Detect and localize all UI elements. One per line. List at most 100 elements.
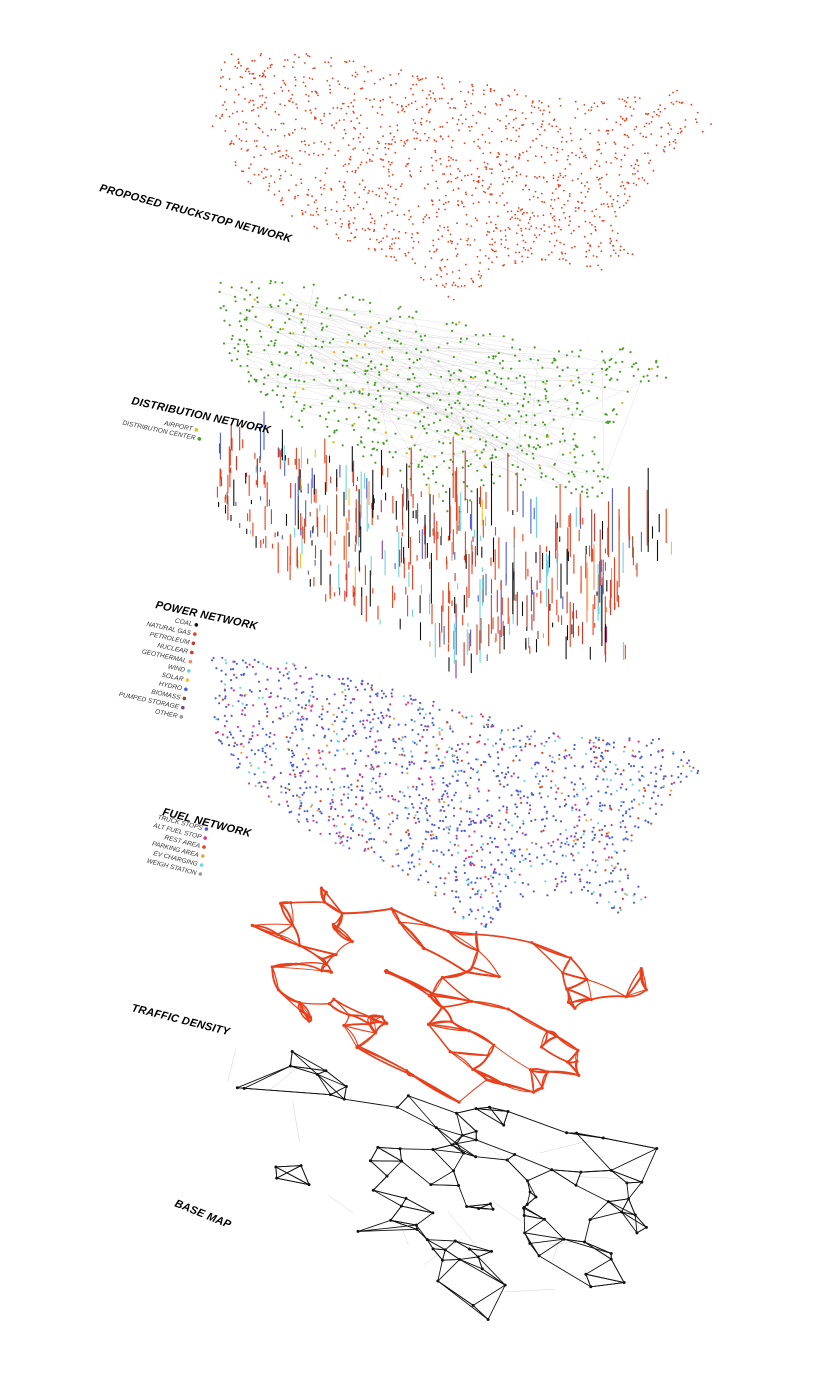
fuel-station-dot [400, 739, 403, 742]
truckstop-dot [627, 252, 629, 255]
traffic-route [386, 971, 430, 997]
truckstop-dot [493, 89, 496, 92]
fuel-station-dot [592, 891, 595, 894]
truckstop-dot [625, 101, 628, 104]
airport-dot [253, 298, 256, 301]
truckstop-dot [529, 146, 532, 149]
truckstop-dot [618, 98, 621, 100]
fuel-station-dot [329, 802, 332, 805]
truckstop-dot [575, 154, 577, 157]
distribution-center-dot [435, 392, 438, 395]
truckstop-dot [591, 224, 593, 226]
truckstop-dot [262, 72, 264, 75]
fuel-station-dot [680, 772, 683, 775]
distribution-center-dot [551, 361, 554, 364]
truckstop-dot [529, 216, 532, 219]
fuel-station-dot [623, 849, 626, 852]
truckstop-dot [422, 278, 425, 281]
truckstop-dot [551, 192, 554, 195]
fuel-station-dot [467, 882, 470, 885]
truckstop-dot [495, 226, 497, 229]
fuel-station-dot [417, 708, 420, 712]
fuel-station-dot [625, 893, 629, 897]
truckstop-dot [375, 193, 378, 196]
truckstop-dot [637, 177, 640, 180]
distribution-center-dot [498, 475, 501, 478]
fuel-station-dot [573, 873, 577, 876]
fuel-station-dot [360, 682, 363, 685]
truckstop-dot [534, 176, 536, 178]
truckstop-dot [646, 113, 649, 116]
distribution-center-dot [557, 350, 561, 353]
fuel-station-dot [381, 696, 384, 699]
fuel-station-dot [579, 880, 582, 883]
distribution-center-dot [405, 351, 408, 354]
fuel-station-dot [524, 742, 528, 745]
distribution-center-dot [474, 333, 477, 336]
truckstop-dot [657, 108, 660, 111]
fuel-station-dot [571, 845, 575, 848]
fuel-station-dot [388, 813, 391, 816]
distribution-center-dot [341, 444, 344, 447]
truckstop-dot [335, 233, 338, 236]
fuel-station-dot [602, 778, 605, 781]
fuel-station-dot [502, 785, 506, 788]
truckstop-dot [451, 271, 454, 273]
fuel-station-dot [505, 808, 508, 811]
truckstop-dot [491, 238, 494, 241]
distribution-center-dot [230, 359, 233, 362]
distribution-center-dot [398, 315, 402, 318]
distribution-center-dot [314, 345, 317, 348]
truckstop-dot [563, 211, 565, 214]
fuel-station-dot [343, 767, 346, 770]
fuel-station-dot [297, 795, 301, 799]
distribution-center-dot [482, 399, 485, 402]
fuel-station-dot [427, 798, 430, 801]
highway [466, 1203, 491, 1207]
distribution-center-dot [266, 393, 269, 396]
truckstop-dot [505, 115, 508, 117]
truckstop-dot [245, 122, 248, 124]
traffic-hub [545, 1029, 549, 1034]
truckstop-dot [516, 243, 519, 246]
truckstop-dot [593, 215, 596, 218]
fuel-station-dot [570, 852, 573, 856]
fuel-station-dot [499, 890, 502, 893]
fuel-station-dot [442, 793, 445, 796]
truckstop-dot [472, 114, 474, 117]
traffic-hub [308, 1015, 312, 1019]
traffic-route [356, 1046, 414, 1077]
fuel-station-dot [455, 871, 458, 874]
traffic-route [343, 1024, 376, 1034]
truckstop-dot [566, 158, 569, 161]
fuel-station-dot [536, 856, 539, 859]
truckstop-dot [404, 97, 407, 99]
truckstop-dot [348, 223, 350, 225]
fuel-station-dot [688, 765, 691, 768]
truckstop-dot [428, 93, 430, 96]
truckstop-dot [594, 163, 596, 166]
distribution-center-dot [413, 376, 416, 379]
truckstop-dot [352, 137, 355, 140]
truckstop-dot [379, 106, 382, 109]
distribution-layer [218, 279, 668, 513]
fuel-station-dot [404, 806, 407, 809]
distribution-center-dot [301, 425, 304, 428]
truckstop-dot [249, 99, 252, 102]
truckstop-dot [313, 201, 316, 204]
truckstop-dot [590, 232, 593, 235]
distribution-center-dot [342, 351, 345, 354]
distribution-center-dot [511, 338, 514, 341]
truckstop-dot [573, 245, 576, 248]
distribution-link [246, 319, 512, 394]
truckstop-dot [444, 265, 446, 268]
truckstop-dot [361, 228, 364, 230]
truckstop-dot [477, 138, 480, 141]
distribution-center-dot [389, 317, 392, 320]
fuel-station-dot [475, 930, 478, 934]
highway [524, 1232, 565, 1240]
truckstop-dot [430, 257, 433, 259]
distribution-center-dot [284, 352, 287, 355]
truckstop-dot [528, 198, 531, 201]
truckstop-dot [403, 213, 406, 216]
